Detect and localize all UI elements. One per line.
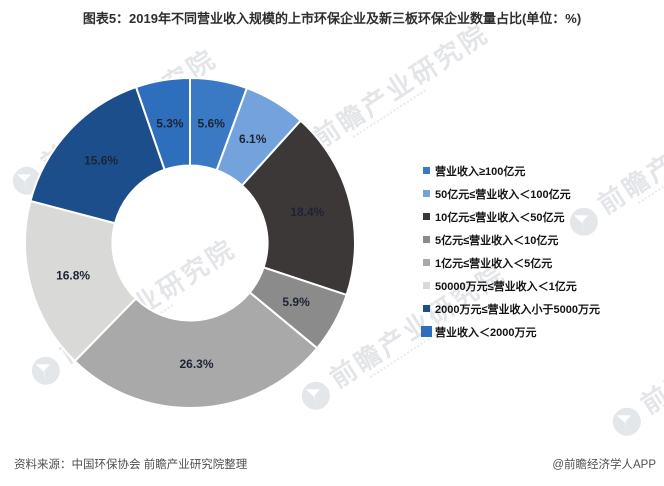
legend-label: 1亿元≤营业收入＜5亿元 (435, 257, 553, 270)
legend-item-1: 营业收入≥100亿元 (423, 159, 600, 182)
slice-label-7: 15.6% (84, 154, 118, 168)
watermark: 前瞻产业研究院 (606, 284, 664, 443)
donut-slice-5 (73, 291, 319, 409)
legend-item-3: 10亿元≤营业收入＜50亿元 (423, 205, 600, 228)
legend-label: 50亿元≤营业收入＜100亿元 (435, 188, 571, 201)
slice-label-1: 5.6% (198, 117, 226, 131)
donut-slice-3 (240, 119, 356, 297)
legend-swatch (423, 305, 430, 312)
donut-chart: 5.6% 6.1% 18.4% 5.9% 26.3% 16.8% 15.6% 5.3% (24, 76, 356, 409)
donut-slice-6 (24, 199, 138, 363)
legend-item-7: 2000万元≤营业收入小于5000万元 (423, 297, 600, 320)
legend-label: 5亿元≤营业收入＜10亿元 (435, 234, 559, 247)
legend-swatch (423, 167, 430, 174)
legend-swatch (423, 213, 430, 220)
watermark-text: 前瞻产业研究院 (592, 84, 664, 220)
slice-label-4: 5.9% (282, 295, 310, 309)
legend-swatch (423, 236, 430, 243)
donut-slice-7 (29, 85, 166, 225)
watermark-subline (637, 155, 664, 204)
slice-label-2: 6.1% (239, 132, 267, 146)
legend-item-8: 营业收入＜2000万元 (421, 320, 600, 343)
legend-swatch (421, 326, 432, 337)
legend-swatch (423, 190, 430, 197)
chart-title: 图表5：2019年不同营业收入规模的上市环保企业及新三板环保企业数量占比(单位：… (82, 11, 582, 26)
legend-swatch (423, 282, 430, 289)
legend-item-4: 5亿元≤营业收入＜10亿元 (423, 228, 600, 251)
legend-label: 50000万元≤营业收入＜1亿元 (435, 280, 577, 293)
credit-note: @前瞻经济学人APP (552, 459, 656, 471)
donut-slice-8 (134, 76, 191, 171)
source-note: 资料来源：中国环保协会 前瞻产业研究院整理 (14, 459, 248, 471)
watermark-text: 前瞻产业研究院 (635, 284, 664, 420)
legend-item-5: 1亿元≤营业收入＜5亿元 (423, 251, 600, 274)
legend-item-2: 50亿元≤营业收入＜100亿元 (423, 182, 600, 205)
legend-label: 营业收入＜2000万元 (435, 326, 537, 339)
legend-label: 营业收入≥100亿元 (435, 165, 526, 178)
legend-swatch (423, 259, 430, 266)
slice-label-5: 26.3% (179, 357, 213, 371)
slice-label-8: 5.3% (156, 116, 184, 130)
legend-item-6: 50000万元≤营业收入＜1亿元 (423, 274, 600, 297)
legend-label: 2000万元≤营业收入小于5000万元 (435, 303, 600, 316)
watermark-logo-icon (612, 407, 641, 436)
legend-label: 10亿元≤营业收入＜50亿元 (435, 211, 565, 224)
slice-label-6: 16.8% (56, 268, 90, 282)
footer: 资料来源：中国环保协会 前瞻产业研究院整理 @前瞻经济学人APP (14, 456, 656, 472)
slice-label-3: 18.4% (290, 205, 324, 219)
chart-legend: 营业收入≥100亿元 50亿元≤营业收入＜100亿元 10亿元≤营业收入＜50亿元 5… (421, 159, 600, 343)
